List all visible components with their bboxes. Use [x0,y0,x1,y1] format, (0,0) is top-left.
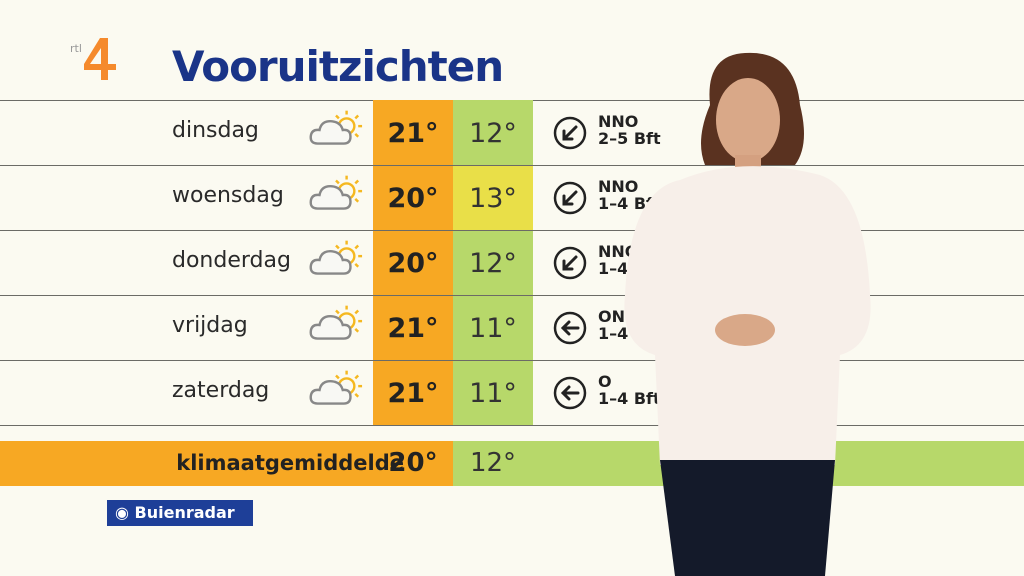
max-temp: 21° [373,295,453,360]
climate-max: 20° [388,448,438,478]
day-name: zaterdag [172,378,270,403]
wind-force: 2–5 Bft [598,129,661,148]
rtl4-logo: rtl [70,38,116,80]
max-temp: 20° [373,230,453,295]
buienradar-icon: ◉ [115,503,129,522]
partly-cloudy-icon [309,240,363,275]
min-temp: 11° [453,360,533,425]
day-name: vrijdag [172,313,248,338]
climate-min: 12° [469,448,517,478]
partly-cloudy-icon [309,110,363,145]
min-temp: 12° [453,230,533,295]
min-temp: 12° [453,100,533,165]
wind-force: 1–4 Bft [598,389,661,408]
divider [0,295,1024,296]
max-temp: 21° [373,100,453,165]
arrow-left-icon [553,376,587,410]
presenter [624,52,871,576]
max-temp: 21° [373,360,453,425]
wind-info: O 1–4 Bft [598,373,661,407]
min-temp: 11° [453,295,533,360]
wind-info: NNO 2–5 Bft [598,113,661,147]
page-title: Vooruitzichten [172,42,504,91]
arrow-down-left-icon [553,181,587,215]
divider [0,360,1024,361]
min-temp: 13° [453,165,533,230]
partly-cloudy-icon [309,370,363,405]
climate-label: klimaatgemiddelde [176,451,404,475]
divider [0,165,1024,166]
sponsor-name: Buienradar [134,503,235,522]
day-name: dinsdag [172,118,259,143]
arrow-left-icon [553,311,587,345]
forecast-row: woensdag 20° 13° NNO 1–4 Bft [0,165,1024,230]
wind-direction: NNO [598,242,639,261]
day-name: donderdag [172,248,291,273]
day-name: woensdag [172,183,284,208]
wind-direction: O [598,372,612,391]
divider [0,230,1024,231]
arrow-down-left-icon [553,246,587,280]
svg-text:rtl: rtl [70,42,82,55]
partly-cloudy-icon [309,175,363,210]
wind-direction: NNO [598,177,639,196]
forecast-row: zaterdag 21° 11° O 1–4 Bft [0,360,1024,425]
partly-cloudy-icon [309,305,363,340]
forecast-row: dinsdag 21° 12° NNO 2–5 Bft [0,100,1024,165]
max-temp: 20° [373,165,453,230]
climate-max-fill [0,441,453,486]
buienradar-logo: ◉ Buienradar [107,500,253,526]
wind-direction: NNO [598,112,639,131]
divider [0,425,1024,426]
arrow-down-left-icon [553,116,587,150]
